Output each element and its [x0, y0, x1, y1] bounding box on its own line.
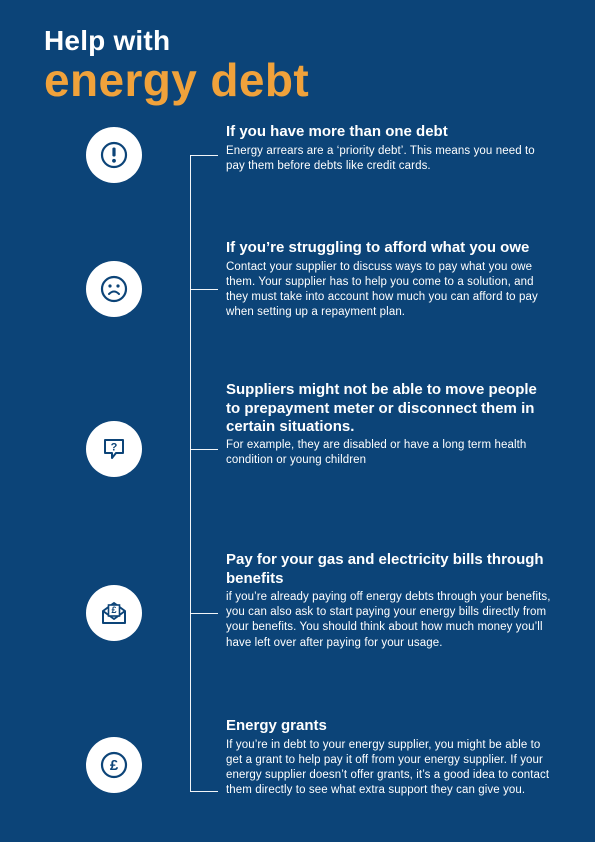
section-title: Energy grants: [226, 717, 555, 735]
sad-face-icon: [86, 261, 142, 317]
section-block: If you have more than one debt Energy ar…: [226, 123, 555, 174]
section-block: If you’re struggling to afford what you …: [226, 239, 555, 320]
content: ? £ £ If you have more than one debt Ene…: [44, 123, 555, 842]
page: Help with energy debt: [0, 0, 595, 842]
section-body: Contact your supplier to discuss ways to…: [226, 260, 555, 321]
section-body: If you’re in debt to your energy supplie…: [226, 738, 555, 799]
icon-cell: ?: [44, 421, 184, 477]
section-body: if you’re already paying off energy debt…: [226, 590, 555, 651]
section-title: If you’re struggling to afford what you …: [226, 239, 555, 257]
svg-text:£: £: [110, 757, 119, 774]
alert-icon: [86, 127, 142, 183]
pound-icon: £: [86, 737, 142, 793]
section-block: Pay for your gas and electricity bills t…: [226, 551, 555, 650]
icon-cell: [44, 261, 184, 317]
section-title: If you have more than one debt: [226, 123, 555, 141]
svg-text:£: £: [111, 605, 116, 615]
section-body: For example, they are disabled or have a…: [226, 438, 555, 468]
icon-cell: [44, 127, 184, 183]
icon-cell: £: [44, 737, 184, 793]
section-block: Suppliers might not be able to move peop…: [226, 381, 555, 468]
question-bubble-icon: ?: [86, 421, 142, 477]
pound-envelope-icon: £: [86, 585, 142, 641]
section-title: Suppliers might not be able to move peop…: [226, 381, 555, 436]
section-block: Energy grants If you’re in debt to your …: [226, 717, 555, 798]
page-title-line2: energy debt: [44, 57, 555, 103]
section-title: Pay for your gas and electricity bills t…: [226, 551, 555, 588]
section-body: Energy arrears are a ‘priority debt’. Th…: [226, 144, 555, 174]
svg-text:?: ?: [111, 442, 118, 454]
page-title-line1: Help with: [44, 26, 555, 55]
icon-cell: £: [44, 585, 184, 641]
